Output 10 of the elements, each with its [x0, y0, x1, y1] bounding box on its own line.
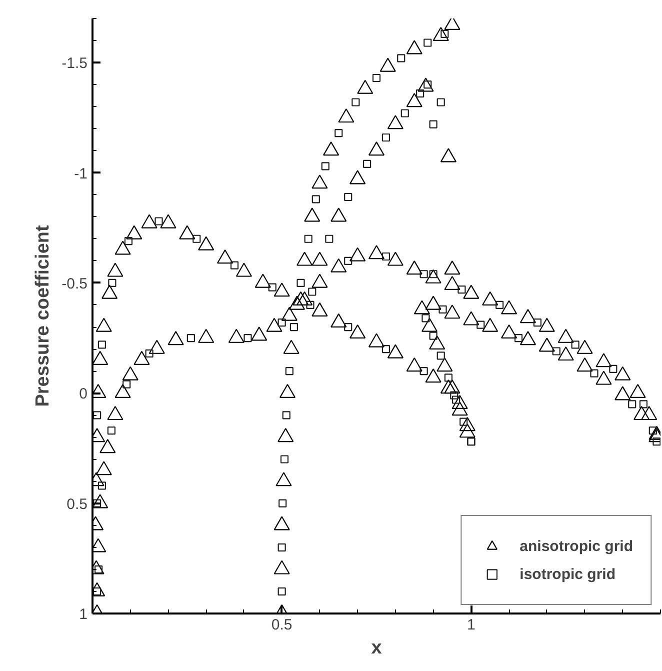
y-tick-label: 1 — [79, 606, 88, 623]
legend-label: anisotropic grid — [520, 538, 633, 554]
y-tick-label: -1 — [74, 165, 88, 182]
y-tick-label: -0.5 — [62, 275, 88, 292]
legend-label: isotropic grid — [520, 566, 616, 582]
y-axis-title: Pressure coefficient — [32, 224, 54, 407]
x-axis-title: x — [371, 638, 382, 658]
y-tick-label: -1.5 — [62, 55, 88, 72]
y-tick-label: 0.5 — [66, 496, 88, 513]
y-tick-label: 0 — [79, 386, 88, 403]
